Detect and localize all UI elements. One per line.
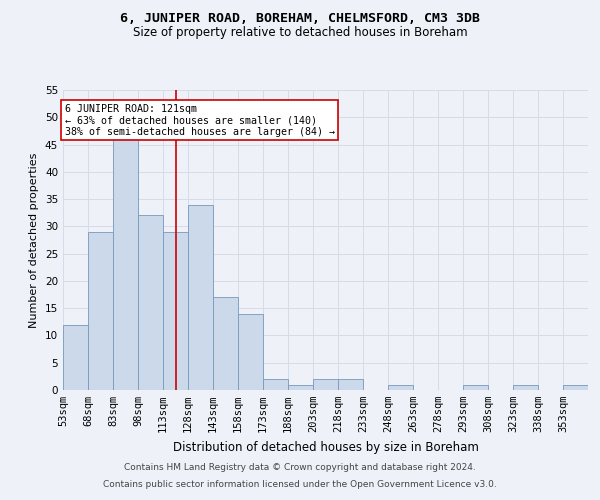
Bar xyxy=(338,379,363,390)
Text: Size of property relative to detached houses in Boreham: Size of property relative to detached ho… xyxy=(133,26,467,39)
Bar xyxy=(88,232,113,390)
Text: 6, JUNIPER ROAD, BOREHAM, CHELMSFORD, CM3 3DB: 6, JUNIPER ROAD, BOREHAM, CHELMSFORD, CM… xyxy=(120,12,480,26)
Bar xyxy=(513,384,538,390)
X-axis label: Distribution of detached houses by size in Boreham: Distribution of detached houses by size … xyxy=(173,440,478,454)
Bar xyxy=(188,204,213,390)
Bar xyxy=(238,314,263,390)
Y-axis label: Number of detached properties: Number of detached properties xyxy=(29,152,40,328)
Bar xyxy=(113,139,138,390)
Bar xyxy=(463,384,488,390)
Bar xyxy=(313,379,338,390)
Bar xyxy=(263,379,288,390)
Bar xyxy=(388,384,413,390)
Text: 6 JUNIPER ROAD: 121sqm
← 63% of detached houses are smaller (140)
38% of semi-de: 6 JUNIPER ROAD: 121sqm ← 63% of detached… xyxy=(65,104,335,137)
Bar xyxy=(138,216,163,390)
Bar xyxy=(288,384,313,390)
Text: Contains public sector information licensed under the Open Government Licence v3: Contains public sector information licen… xyxy=(103,480,497,489)
Bar xyxy=(563,384,588,390)
Bar xyxy=(63,324,88,390)
Bar xyxy=(213,298,238,390)
Bar xyxy=(163,232,188,390)
Text: Contains HM Land Registry data © Crown copyright and database right 2024.: Contains HM Land Registry data © Crown c… xyxy=(124,464,476,472)
